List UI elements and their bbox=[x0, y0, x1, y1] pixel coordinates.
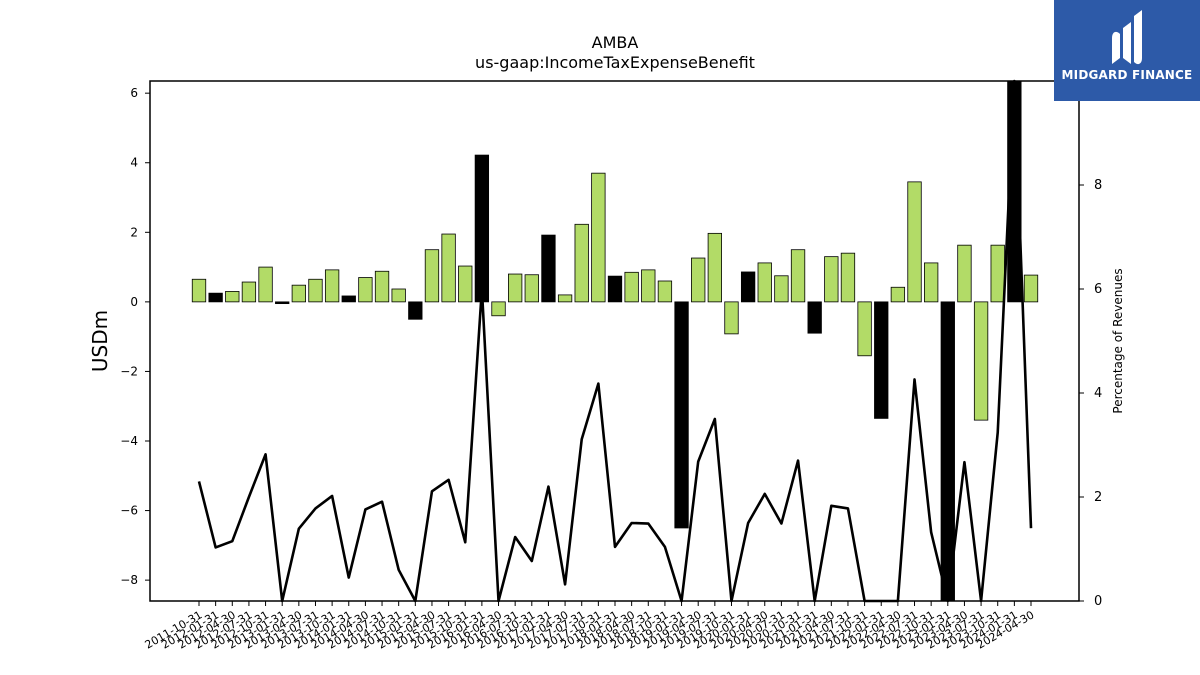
bar bbox=[691, 257, 706, 303]
logo-mark-icon bbox=[1112, 10, 1142, 65]
bar bbox=[291, 284, 306, 303]
bar bbox=[657, 280, 673, 303]
bar bbox=[607, 275, 623, 303]
bar bbox=[857, 301, 872, 357]
y-tick-label: −8 bbox=[120, 573, 138, 587]
percentage-line bbox=[197, 79, 1033, 603]
bar bbox=[408, 301, 423, 320]
chart-subtitle: us-gaap:IncomeTaxExpenseBenefit bbox=[475, 53, 755, 72]
bar bbox=[591, 172, 606, 303]
bar bbox=[707, 232, 722, 303]
left-axis-ticks: −8 −6 −4 −2 0 2 4 6 bbox=[120, 86, 150, 587]
bar bbox=[241, 281, 257, 303]
y2-tick-label: 6 bbox=[1094, 282, 1102, 297]
bar bbox=[907, 181, 922, 303]
bar bbox=[840, 252, 856, 303]
bar bbox=[458, 265, 473, 303]
bar bbox=[890, 286, 906, 303]
bar bbox=[557, 294, 573, 303]
y2-tick-label: 4 bbox=[1094, 386, 1102, 401]
bar bbox=[1023, 274, 1039, 303]
bar bbox=[424, 249, 440, 303]
y2-tick-label: 8 bbox=[1094, 178, 1102, 193]
plot-frame bbox=[149, 80, 1080, 602]
y-axis-label: USDm bbox=[88, 310, 112, 372]
y2-tick-label: 0 bbox=[1094, 594, 1102, 609]
bar bbox=[275, 301, 290, 305]
bar bbox=[724, 301, 739, 335]
bar bbox=[624, 271, 639, 303]
bar bbox=[191, 278, 207, 303]
bar bbox=[225, 291, 240, 303]
bar bbox=[308, 278, 323, 303]
bar bbox=[790, 249, 806, 303]
bar bbox=[990, 244, 1005, 303]
line-series-group bbox=[197, 79, 1033, 603]
y-tick-label: 0 bbox=[130, 295, 138, 309]
bar bbox=[641, 269, 656, 303]
y-tick-label: 6 bbox=[130, 86, 138, 100]
bar bbox=[391, 288, 406, 303]
y-tick-label: −4 bbox=[120, 434, 138, 448]
bar bbox=[674, 301, 689, 529]
bar bbox=[441, 233, 456, 303]
bar bbox=[258, 266, 273, 303]
bar bbox=[341, 295, 356, 303]
bar bbox=[740, 271, 756, 303]
bar bbox=[807, 301, 822, 334]
y2-axis-label: Percentage of Revenues bbox=[1111, 268, 1125, 413]
bar bbox=[957, 244, 972, 303]
bar bbox=[824, 256, 839, 303]
bar bbox=[924, 262, 939, 303]
bar bbox=[491, 301, 506, 317]
bar bbox=[208, 292, 223, 303]
bar-series bbox=[191, 80, 1039, 602]
bar bbox=[374, 270, 390, 303]
right-axis-ticks: 0 2 4 6 8 bbox=[1079, 178, 1102, 609]
bar bbox=[541, 234, 556, 303]
bar bbox=[757, 262, 772, 303]
y-tick-label: 2 bbox=[130, 225, 138, 239]
bar bbox=[474, 154, 490, 303]
y-tick-label: 4 bbox=[130, 156, 138, 170]
bar bbox=[874, 301, 889, 419]
y-tick-label: −2 bbox=[120, 364, 138, 378]
y2-tick-label: 2 bbox=[1094, 490, 1102, 505]
brand-name: MIDGARD FINANCE bbox=[1061, 68, 1193, 82]
bar bbox=[774, 275, 789, 303]
x-axis-ticks: 2011-10-312012-01-312012-04-302012-07-31… bbox=[143, 601, 1037, 652]
y-tick-label: −6 bbox=[120, 504, 138, 518]
brand-logo: MIDGARD FINANCE bbox=[1054, 0, 1200, 101]
bar bbox=[508, 273, 523, 303]
bar bbox=[973, 301, 989, 421]
bar bbox=[524, 274, 539, 303]
chart-title: AMBA bbox=[592, 33, 639, 52]
bar bbox=[358, 277, 373, 303]
bar bbox=[324, 269, 340, 303]
bar bbox=[574, 223, 589, 303]
